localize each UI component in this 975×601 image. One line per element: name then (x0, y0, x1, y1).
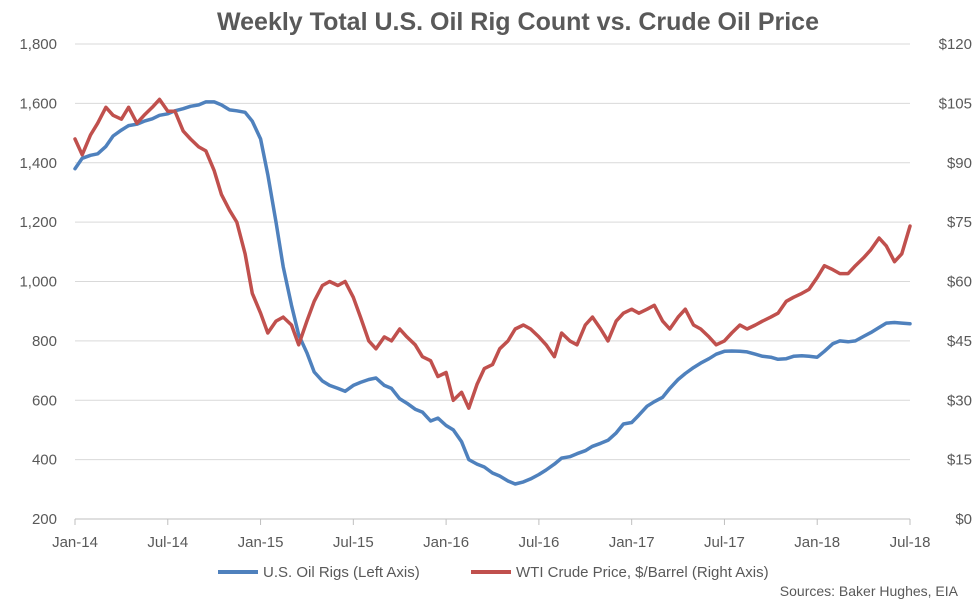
x-tick-label: Jul-17 (704, 534, 745, 551)
right-tick-label: $120 (939, 36, 972, 53)
left-tick-label: 1,600 (19, 95, 57, 112)
left-tick-label: 800 (32, 333, 57, 350)
legend-label-rigs: U.S. Oil Rigs (Left Axis) (263, 564, 420, 581)
x-tick-label: Jul-15 (333, 534, 374, 551)
x-tick-label: Jul-14 (147, 534, 188, 551)
x-tick-label: Jan-15 (238, 534, 284, 551)
right-tick-label: $60 (947, 274, 972, 291)
right-tick-label: $0 (955, 511, 972, 528)
right-tick-label: $45 (947, 333, 972, 350)
right-tick-label: $105 (939, 95, 972, 112)
series-lines (73, 97, 912, 486)
x-tick-label: Jul-16 (518, 534, 559, 551)
left-tick-label: 1,000 (19, 274, 57, 291)
chart-title: Weekly Total U.S. Oil Rig Count vs. Crud… (217, 8, 819, 36)
x-axis-ticks: Jan-14 Jul-14 Jan-15 Jul-15 Jan-16 Jul-16 Jan-… (52, 518, 931, 551)
legend-label-price: WTI Crude Price, $/Barrel (Right Axis) (516, 564, 769, 581)
right-tick-label: $30 (947, 392, 972, 409)
right-tick-label: $15 (947, 452, 972, 469)
x-tick-label: Jul-18 (890, 534, 931, 551)
x-tick-label: Jan-17 (609, 534, 655, 551)
left-tick-label: 1,200 (19, 214, 57, 231)
x-tick-label: Jan-18 (794, 534, 840, 551)
source-note: Sources: Baker Hughes, EIA (780, 583, 959, 599)
left-tick-label: 200 (32, 511, 57, 528)
left-tick-label: 600 (32, 392, 57, 409)
left-axis-ticks: 200 400 600 800 1,000 1,200 1,400 1,600 1,800 (19, 36, 57, 528)
left-tick-label: 400 (32, 452, 57, 469)
series-line-oil-rigs (73, 100, 912, 486)
legend: U.S. Oil Rigs (Left Axis) WTI Crude Pric… (218, 564, 769, 581)
x-tick-label: Jan-16 (423, 534, 469, 551)
left-tick-label: 1,400 (19, 155, 57, 172)
right-axis-ticks: $0 $15 $30 $45 $60 $75 $90 $105 $120 (939, 36, 972, 528)
left-tick-label: 1,800 (19, 36, 57, 53)
right-tick-label: $75 (947, 214, 972, 231)
x-tick-label: Jan-14 (52, 534, 98, 551)
series-line-wti-price (73, 97, 912, 410)
right-tick-label: $90 (947, 155, 972, 172)
gridlines (75, 43, 910, 520)
